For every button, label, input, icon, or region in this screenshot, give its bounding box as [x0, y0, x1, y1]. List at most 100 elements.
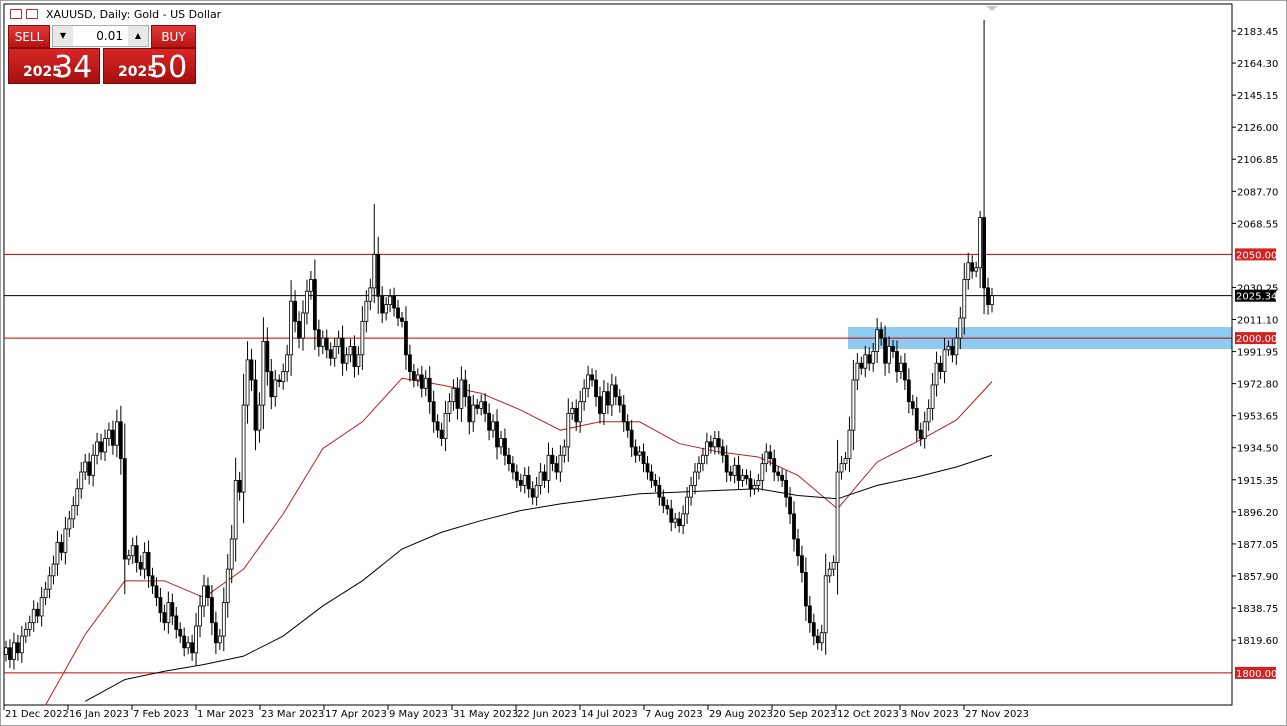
candle-body — [633, 446, 638, 456]
candle-body — [938, 362, 943, 372]
candle-body — [598, 396, 602, 414]
candle-body — [823, 575, 828, 634]
candle-body — [126, 555, 131, 560]
candle-body — [285, 354, 290, 372]
candle — [217, 629, 222, 650]
candle — [649, 464, 654, 488]
bid-price-major: 2025 — [23, 64, 62, 80]
candle — [974, 261, 979, 278]
candle — [210, 585, 214, 636]
candle — [514, 464, 519, 488]
level-price-label: 1800.00 — [1236, 669, 1277, 680]
candle-body — [784, 479, 788, 498]
volume-increase-icon[interactable]: ▲ — [128, 26, 148, 46]
candle-body — [689, 485, 693, 498]
volume-decrease-icon[interactable]: ▼ — [53, 26, 73, 46]
x-tick-label: 14 Jul 2023 — [581, 709, 638, 720]
candle — [27, 615, 32, 637]
candle — [613, 376, 618, 406]
candle-body — [51, 563, 56, 577]
candle — [740, 468, 745, 487]
candle — [871, 342, 876, 372]
candle-body — [990, 295, 994, 306]
candle-body — [899, 362, 903, 372]
candle-body — [819, 632, 824, 644]
candle — [811, 613, 816, 646]
y-tick-label: 2068.55 — [1237, 219, 1278, 230]
candle-body — [237, 479, 242, 493]
candle-body — [182, 635, 187, 649]
candle — [803, 557, 808, 622]
candle — [435, 414, 440, 438]
candle — [851, 359, 856, 451]
candle-body — [210, 597, 214, 624]
candle — [701, 447, 705, 472]
y-tick-label: 1934.50 — [1237, 444, 1278, 455]
x-tick-label: 21 Dec 2022 — [5, 709, 69, 720]
candle — [594, 369, 598, 407]
candle-body — [605, 391, 610, 406]
candle-body — [986, 287, 990, 306]
sell-button[interactable]: SELL — [8, 25, 50, 48]
x-tick-label: 7 Aug 2023 — [645, 709, 703, 720]
candle — [895, 340, 899, 383]
candle-body — [194, 625, 198, 654]
x-tick-label: 7 Feb 2023 — [133, 709, 189, 720]
candle — [629, 420, 634, 457]
candle — [546, 442, 551, 493]
candle — [126, 549, 131, 566]
candle — [542, 464, 547, 488]
candle — [689, 476, 693, 506]
candle — [202, 574, 206, 617]
candle-body — [356, 354, 361, 367]
candle — [423, 370, 428, 397]
candle — [475, 399, 480, 415]
candle-body — [316, 329, 321, 347]
candle-body — [475, 404, 480, 409]
candle-body — [305, 290, 309, 314]
candle — [990, 287, 994, 313]
candle — [198, 594, 202, 638]
candle-body — [863, 354, 868, 369]
candle-body — [483, 401, 488, 414]
candle-body — [978, 217, 983, 269]
candle — [946, 340, 951, 356]
sell-price-button[interactable]: 2025 34 — [8, 48, 100, 85]
candle — [431, 390, 436, 433]
candle — [336, 330, 341, 354]
bid-price-label: 2025.34 — [1236, 292, 1277, 303]
candle — [661, 489, 666, 514]
candle-body — [213, 622, 218, 644]
candle — [748, 470, 753, 497]
candle-body — [217, 635, 222, 644]
candle-body — [629, 429, 634, 448]
volume-input[interactable]: 0.01 — [96, 29, 123, 43]
candle — [384, 297, 389, 321]
candle — [815, 629, 820, 650]
candle-body — [875, 329, 880, 352]
candle-body — [669, 508, 674, 523]
candle-body — [471, 404, 476, 423]
period-marker-icon — [986, 6, 998, 11]
candle-body — [831, 562, 836, 570]
candle-body — [708, 441, 713, 448]
candle-body — [376, 253, 381, 297]
candle — [158, 588, 163, 623]
candle-body — [364, 300, 369, 322]
candle — [855, 353, 860, 390]
candle — [708, 435, 713, 454]
candle-body — [142, 551, 147, 570]
candle — [83, 453, 88, 481]
candle — [922, 411, 927, 449]
candle-body — [166, 602, 171, 624]
candle — [87, 452, 92, 485]
candle — [380, 286, 385, 324]
candle-body — [257, 404, 262, 431]
candle-body — [87, 461, 92, 476]
y-tick-label: 1877.05 — [1237, 540, 1278, 551]
buy-button[interactable]: BUY — [151, 25, 196, 48]
volume-stepper[interactable]: ▼ 0.01 ▲ — [52, 25, 149, 47]
buy-price-button[interactable]: 2025 50 — [103, 48, 196, 85]
candle-body — [704, 441, 709, 456]
